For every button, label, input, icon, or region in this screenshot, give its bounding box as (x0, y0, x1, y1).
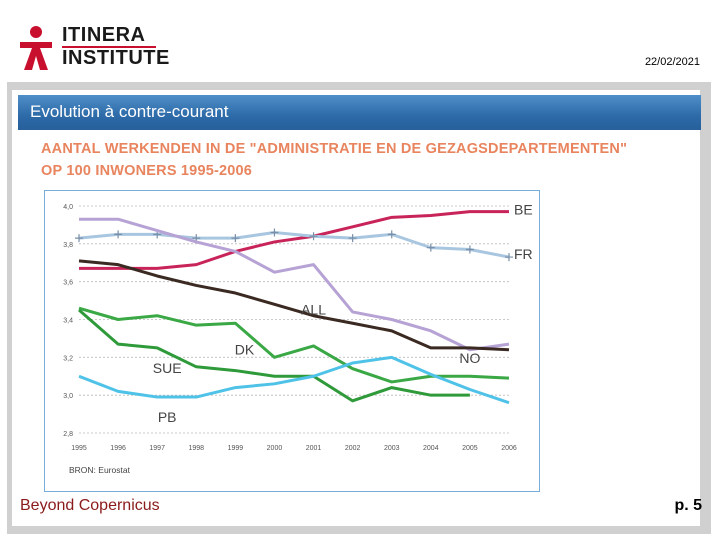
x-tick-label: 2006 (501, 445, 517, 452)
x-tick-label: 2005 (462, 445, 478, 452)
data-point-marker (348, 234, 357, 243)
data-point-marker (309, 232, 318, 241)
y-tick-label: 3,0 (63, 393, 73, 400)
data-point-marker (231, 234, 240, 243)
series-label-be: BE (514, 202, 533, 218)
y-tick-label: 3,6 (63, 280, 73, 287)
x-tick-label: 2000 (267, 445, 283, 452)
x-tick-label: 2003 (384, 445, 400, 452)
y-tick-label: 2,8 (63, 431, 73, 438)
page-number: p. 5 (674, 497, 702, 514)
x-tick-label: 1996 (110, 445, 126, 452)
series-label-fr: FR (514, 246, 533, 262)
x-tick-label: 1997 (149, 445, 165, 452)
series-line-fr (78, 230, 510, 259)
x-tick-label: 2004 (423, 445, 439, 452)
x-tick-label: 1995 (71, 445, 87, 452)
x-tick-label: 2001 (306, 445, 322, 452)
series-label-no: NO (459, 350, 480, 366)
series-line-sue (78, 308, 470, 403)
logo-text-itinera: ITINERA (62, 24, 146, 46)
chart-title-line1: AANTAL WERKENDEN IN DE "ADMINISTRATIE EN… (41, 141, 628, 157)
y-tick-label: 3,8 (63, 242, 73, 249)
itinera-logo: ITINERA INSTITUTE (18, 24, 169, 72)
series-label-sue: SUE (153, 360, 182, 376)
chart-panel (44, 190, 540, 492)
x-tick-label: 1998 (188, 445, 204, 452)
series-line-be (79, 210, 509, 270)
logo-mark-icon (20, 26, 52, 70)
chart-title-line2: OP 100 INWONERS 1995-2006 (41, 163, 253, 179)
data-point-marker (426, 243, 435, 252)
series-label-pb: PB (158, 409, 177, 425)
logo-rule (62, 46, 156, 48)
y-tick-label: 3,2 (63, 355, 73, 362)
footer-title: Beyond Copernicus (20, 497, 160, 514)
series-line-pb (78, 355, 510, 405)
series-label-dk: DK (235, 341, 255, 357)
data-point-marker (114, 230, 123, 239)
slide-title-bar: Evolution à contre-courant (18, 95, 701, 130)
series-line-all (78, 259, 510, 352)
slide-title: Evolution à contre-courant (30, 102, 229, 121)
x-tick-label: 1999 (228, 445, 244, 452)
x-tick-label: 2002 (345, 445, 361, 452)
line-chart: 2,8 3,0 3,2 3,4 3,6 3,8 4,0 1995 1996 1997 1998 199… (63, 202, 533, 452)
series-line-no (79, 217, 510, 352)
series-label-all: ALL (301, 302, 326, 318)
data-point-marker (387, 230, 396, 239)
chart-title: AANTAL WERKENDEN IN DE "ADMINISTRATIE EN… (41, 138, 627, 182)
data-point-marker (270, 228, 279, 237)
data-point-marker (505, 253, 513, 262)
chart-source: BRON: Eurostat (69, 465, 130, 475)
data-point-marker (465, 245, 474, 254)
data-point-marker (75, 234, 83, 243)
logo-text-institute: INSTITUTE (62, 47, 170, 69)
slide-date: 22/02/2021 (644, 56, 700, 68)
y-tick-label: 3,4 (63, 318, 73, 325)
y-tick-label: 4,0 (63, 204, 73, 211)
